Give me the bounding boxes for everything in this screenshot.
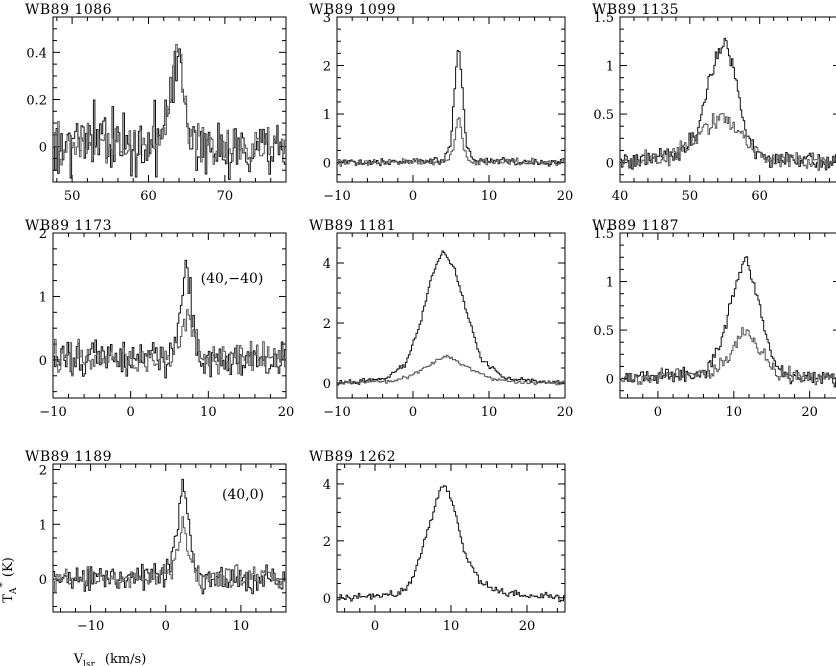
x-tick-label: 20 xyxy=(278,405,295,420)
y-tick-label: 0 xyxy=(39,573,47,588)
x-tick-label: 10 xyxy=(481,405,498,420)
spectrum-line-2 xyxy=(620,327,836,386)
y-tick-label: 0.5 xyxy=(593,108,614,123)
y-tick-label: 2 xyxy=(39,227,47,242)
y-tick-label: 3 xyxy=(323,11,331,26)
y-axis-title: TA*(K) xyxy=(0,557,19,603)
spectrum-line-2 xyxy=(53,516,286,592)
panel-title: WB89 1181 xyxy=(309,218,396,234)
y-tick-label: 4 xyxy=(323,257,331,272)
spectrum-line-1 xyxy=(53,48,286,180)
panel-title: WB89 1086 xyxy=(25,2,112,18)
x-tick-label: 0 xyxy=(409,189,417,204)
y-tick-label: 1 xyxy=(39,290,47,305)
x-tick-label: 10 xyxy=(200,405,217,420)
y-tick-label: 0 xyxy=(39,354,47,369)
y-tick-label: 1.5 xyxy=(593,11,614,26)
spectrum-panel-8: WB89 1262 0 10 20 0 2 4 xyxy=(309,449,566,634)
spectrum-line-2 xyxy=(337,117,565,167)
spectrum-panel-2: WB89 1099 −10 0 10 20 0 1 2 3 xyxy=(309,2,573,204)
x-tick-label: 0 xyxy=(654,405,662,420)
spectrum-line-1 xyxy=(620,37,836,171)
x-tick-label: 60 xyxy=(751,189,768,204)
panel-frame xyxy=(619,16,836,183)
y-tick-label: 2 xyxy=(323,60,331,75)
spectrum-line-1 xyxy=(337,485,565,603)
panel-frame xyxy=(336,16,566,183)
spectrum-line-2 xyxy=(620,113,836,171)
y-tick-label: 0 xyxy=(606,373,614,388)
spectrum-panel-6: WB89 1187 0 10 20 0 0.5 1 1.5 xyxy=(592,218,836,420)
y-tick-label: 1 xyxy=(39,518,47,533)
y-tick-label: 0 xyxy=(39,141,47,156)
y-tick-label: 2 xyxy=(323,317,331,332)
panel-title: WB89 1099 xyxy=(309,2,396,18)
x-tick-label: 20 xyxy=(801,405,818,420)
y-tick-label: 0.4 xyxy=(26,46,47,61)
y-tick-label: 1.5 xyxy=(593,227,614,242)
x-axis-title: Vlsr (km/s) xyxy=(73,652,147,666)
x-tick-label: 20 xyxy=(519,619,536,634)
x-tick-label: −10 xyxy=(323,189,350,204)
x-tick-label: 50 xyxy=(682,189,699,204)
x-tick-label: 0 xyxy=(409,405,417,420)
spectrum-line-2 xyxy=(337,354,565,386)
panel-title: WB89 1135 xyxy=(592,2,679,18)
position-annotation: (40,−40) xyxy=(201,271,264,287)
panel-frame xyxy=(336,232,566,399)
x-tick-label: 20 xyxy=(557,405,574,420)
x-tick-label: −10 xyxy=(323,405,350,420)
panel-frame xyxy=(52,232,287,399)
spectrum-line-1 xyxy=(337,250,565,386)
x-tick-label: 10 xyxy=(726,405,743,420)
spectrum-panel-1: WB89 1086 50 60 70 0 0.2 0.4 xyxy=(25,2,287,204)
y-axis-title-text: TA*(K) xyxy=(0,557,19,603)
panel-title: WB89 1173 xyxy=(25,218,112,234)
y-tick-label: 0.5 xyxy=(593,324,614,339)
y-tick-label: 2 xyxy=(323,535,331,550)
y-tick-label: 1 xyxy=(606,276,614,291)
x-tick-label: 0 xyxy=(162,619,170,634)
panel-frame xyxy=(619,232,836,399)
panel-title: WB89 1189 xyxy=(25,449,112,465)
x-tick-label: −10 xyxy=(77,619,104,634)
x-tick-label: −10 xyxy=(39,405,66,420)
y-tick-label: 0 xyxy=(323,377,331,392)
y-tick-label: 0 xyxy=(323,592,331,607)
y-tick-label: 1 xyxy=(606,60,614,75)
panel-frame xyxy=(336,463,566,613)
y-tick-label: 0.2 xyxy=(26,94,47,109)
x-tick-label: 70 xyxy=(217,189,234,204)
x-tick-label: 50 xyxy=(64,189,81,204)
spectrum-line-1 xyxy=(337,50,565,167)
y-tick-label: 1 xyxy=(323,108,331,123)
spectrum-panel-5: WB89 1181 −10 0 10 20 0 2 4 xyxy=(309,218,573,420)
spectrum-panel-4: WB89 1173 −10 0 10 20 0 1 2 (40,−40) xyxy=(25,218,294,420)
y-tick-label: 0 xyxy=(606,157,614,172)
x-tick-label: 60 xyxy=(140,189,157,204)
x-tick-label: 10 xyxy=(233,619,250,634)
x-tick-label: 0 xyxy=(371,619,379,634)
x-tick-label: 10 xyxy=(443,619,460,634)
spectrum-line-1 xyxy=(620,256,836,388)
spectrum-panel-7: WB89 1189 −10 0 10 0 1 2 (40,0) xyxy=(25,449,287,634)
x-tick-label: 20 xyxy=(557,189,574,204)
spectrum-panel-3: WB89 1135 40 50 60 0 0.5 1 1.5 xyxy=(592,2,836,204)
x-tick-label: 40 xyxy=(612,189,629,204)
spectrum-line-2 xyxy=(53,43,286,166)
x-tick-label: 10 xyxy=(481,189,498,204)
y-tick-label: 0 xyxy=(323,157,331,172)
panel-title: WB89 1262 xyxy=(309,449,396,465)
spectrum-line-2 xyxy=(53,309,286,377)
panel-title: WB89 1187 xyxy=(592,218,679,234)
y-tick-label: 2 xyxy=(39,463,47,478)
x-tick-label: 0 xyxy=(127,405,135,420)
y-tick-label: 4 xyxy=(323,478,331,493)
position-annotation: (40,0) xyxy=(222,487,264,503)
